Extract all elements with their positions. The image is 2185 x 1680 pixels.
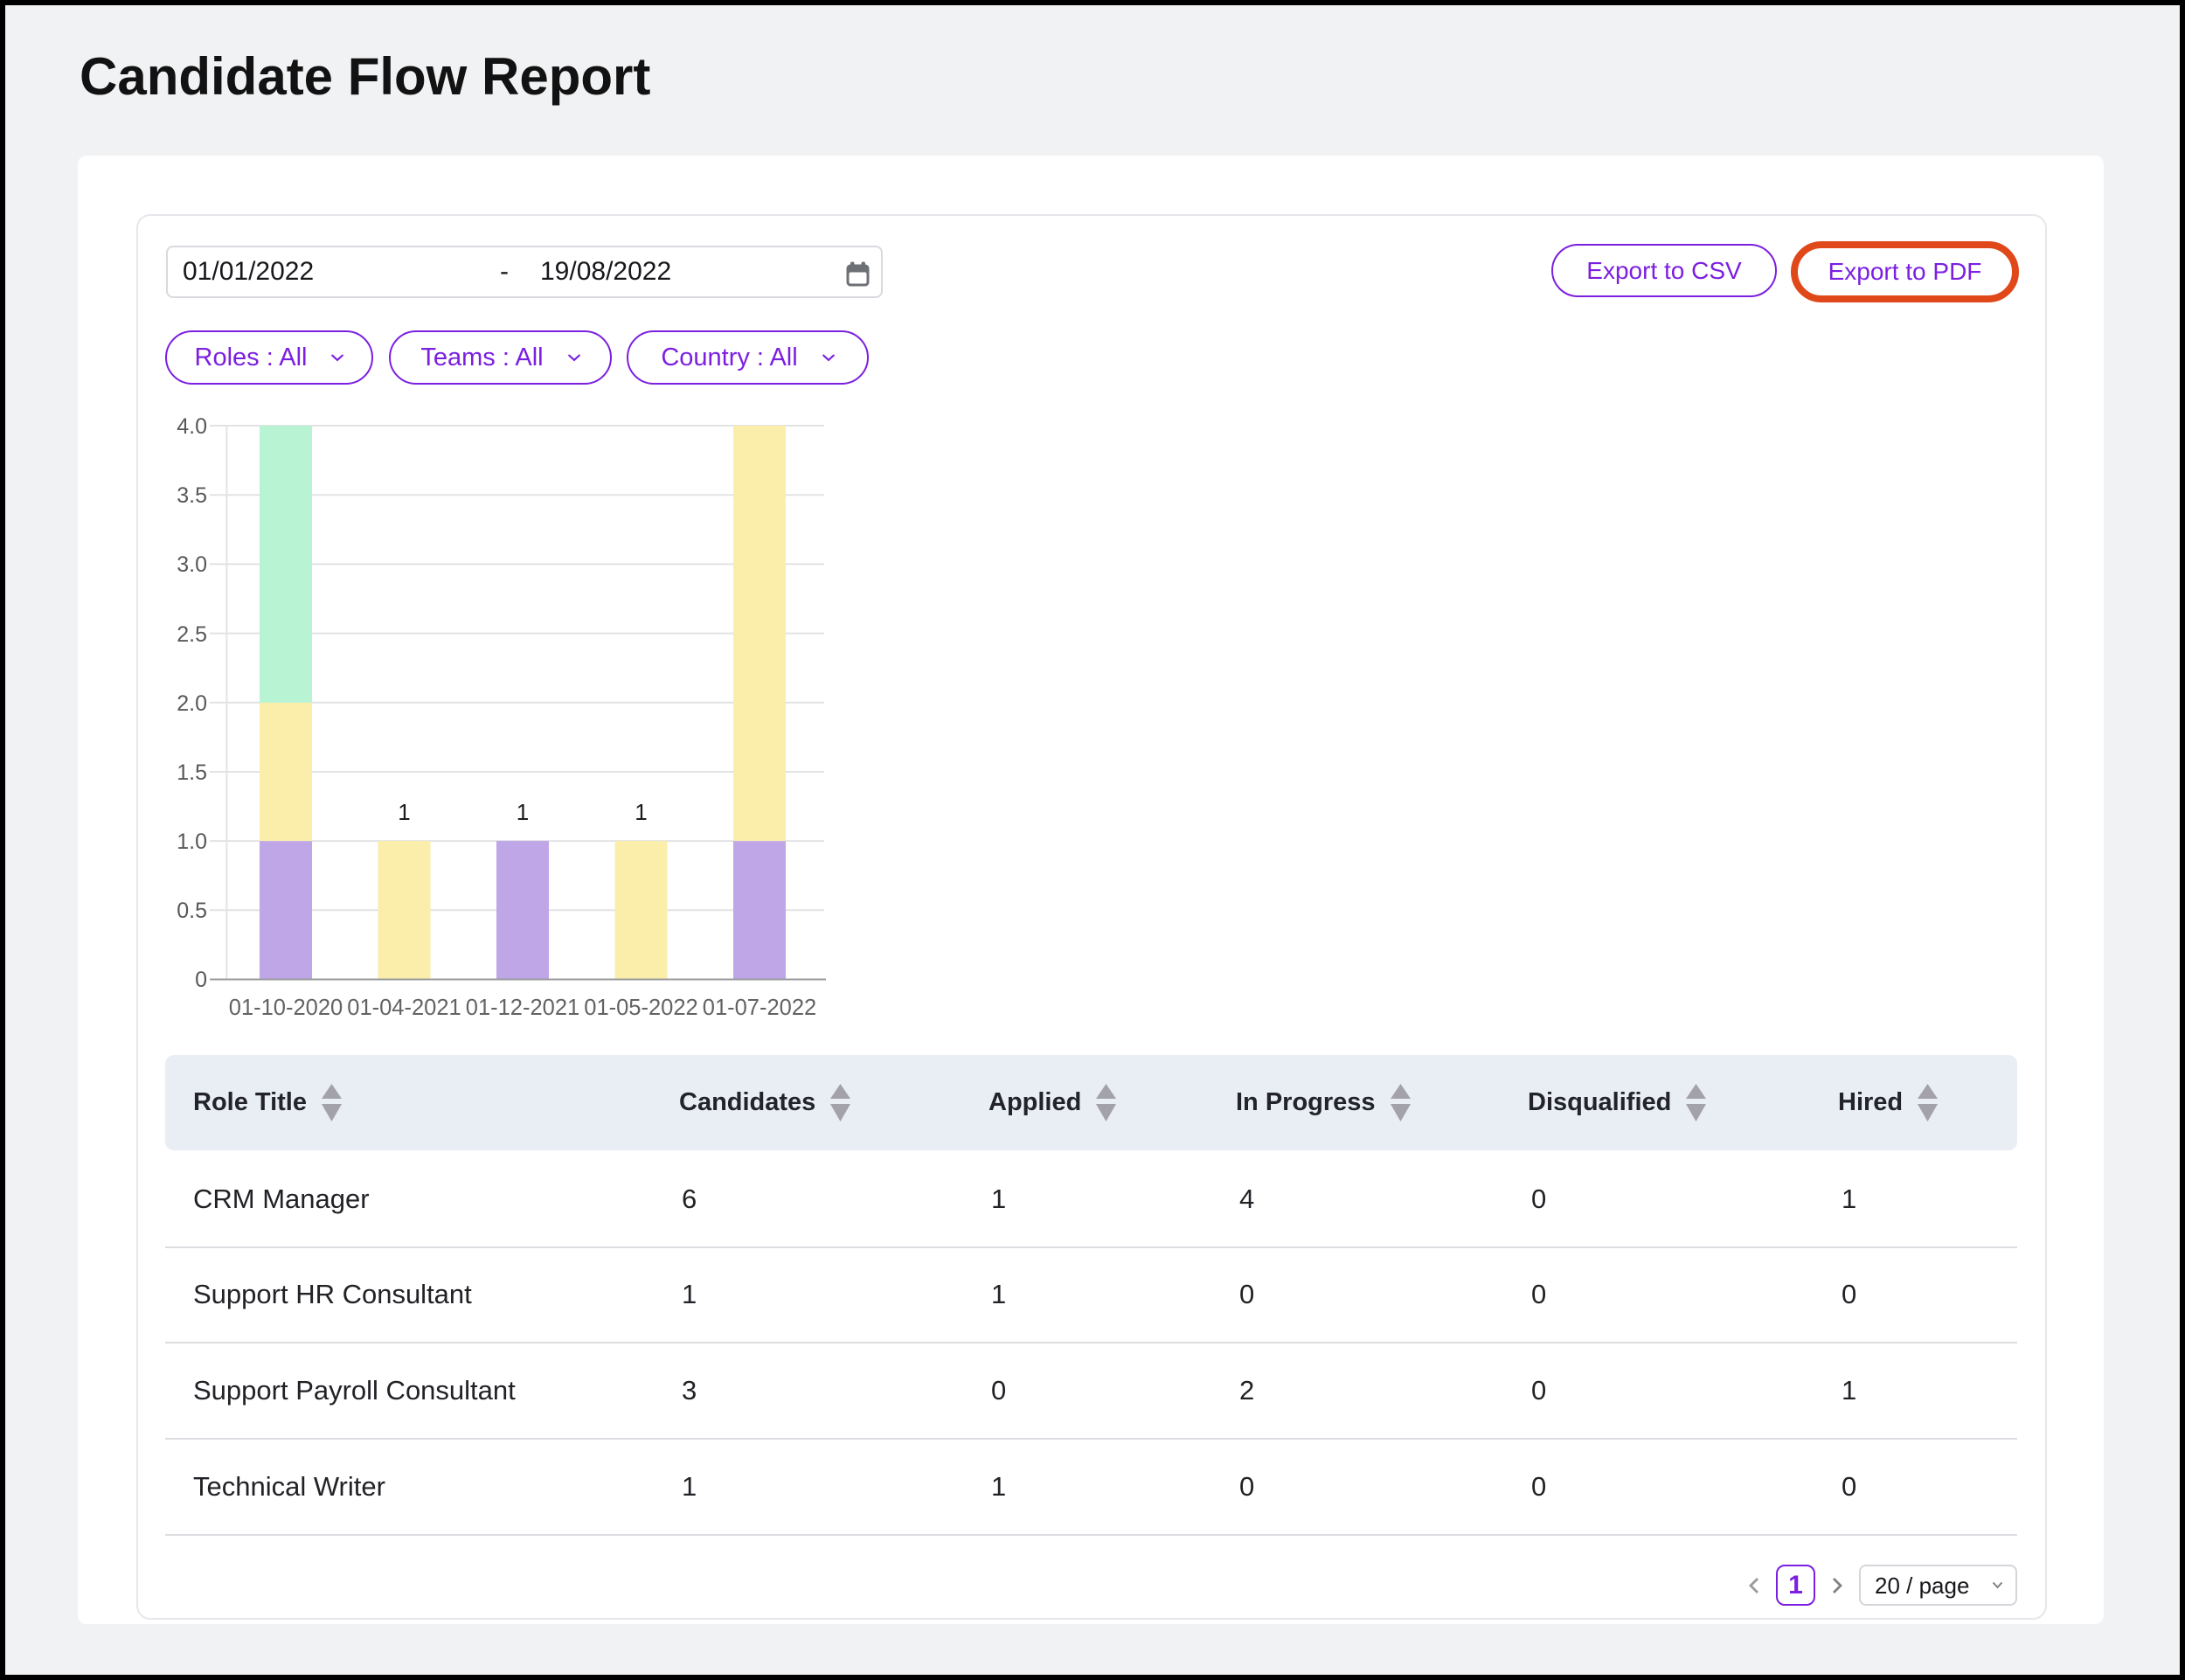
svg-text:0: 0 xyxy=(195,968,207,992)
svg-text:01-04-2021: 01-04-2021 xyxy=(347,996,461,1020)
svg-text:0.5: 0.5 xyxy=(177,899,207,923)
svg-text:01-10-2020: 01-10-2020 xyxy=(229,996,343,1020)
svg-text:1: 1 xyxy=(635,799,647,825)
svg-text:3.0: 3.0 xyxy=(177,552,207,577)
svg-text:01-05-2022: 01-05-2022 xyxy=(584,996,697,1020)
svg-text:1.5: 1.5 xyxy=(177,760,207,785)
svg-text:4.0: 4.0 xyxy=(177,414,207,439)
svg-text:1: 1 xyxy=(398,799,410,825)
svg-text:1.0: 1.0 xyxy=(177,830,207,854)
svg-text:2.0: 2.0 xyxy=(177,691,207,716)
svg-text:2.5: 2.5 xyxy=(177,622,207,647)
svg-text:1: 1 xyxy=(517,799,529,825)
svg-text:01-12-2021: 01-12-2021 xyxy=(466,996,579,1020)
svg-text:01-07-2022: 01-07-2022 xyxy=(703,996,816,1020)
svg-text:3.5: 3.5 xyxy=(177,483,207,508)
